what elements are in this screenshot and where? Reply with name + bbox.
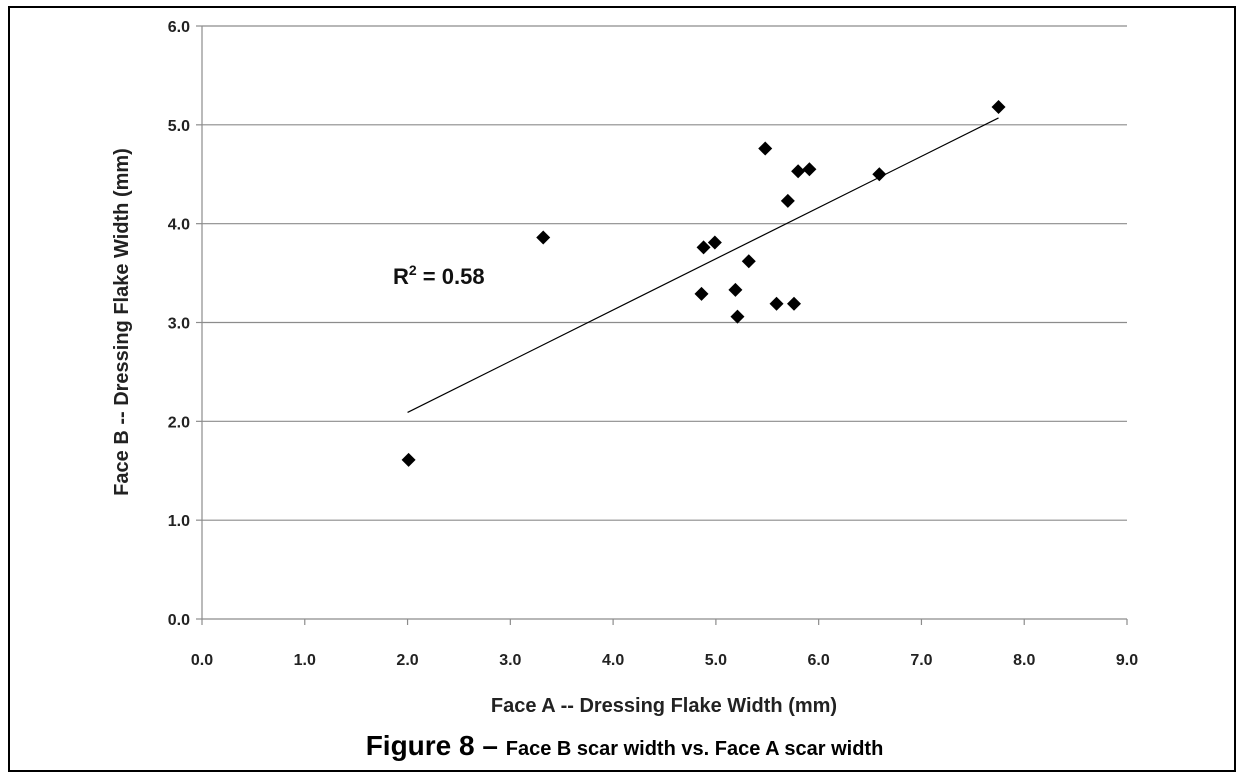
data-point-4 (707, 235, 722, 250)
caption-figure-number: Figure 8 (365, 730, 475, 761)
x-tick-label-8: 8.0 (1013, 652, 1035, 669)
r-squared-value: = 0.58 (417, 264, 485, 289)
data-point-14 (872, 167, 887, 182)
gridlines (202, 25, 1127, 521)
data-point-12 (791, 164, 806, 179)
data-point-6 (730, 309, 745, 324)
axes (196, 25, 1128, 625)
x-tick-label-5: 5.0 (705, 652, 727, 669)
trendline (407, 117, 999, 413)
y-tick-label-0: 0.0 (168, 612, 190, 629)
r-squared-superscript: 2 (409, 262, 417, 278)
y-axis-title: Face B -- Dressing Flake Width (mm) (111, 148, 133, 496)
trendline-layer (407, 117, 999, 413)
data-point-2 (694, 286, 709, 301)
data-point-13 (802, 162, 817, 177)
x-tick-label-9: 9.0 (1116, 652, 1138, 669)
data-point-0 (401, 452, 416, 467)
y-tick-label-4: 4.0 (168, 217, 190, 234)
caption-dash: – (474, 730, 506, 761)
data-point-1 (536, 230, 551, 245)
x-tick-label-2: 2.0 (396, 652, 418, 669)
data-point-15 (991, 100, 1006, 115)
data-point-5 (728, 282, 743, 297)
x-tick-label-1: 1.0 (294, 652, 316, 669)
y-tick-label-2: 2.0 (168, 414, 190, 431)
data-point-10 (780, 193, 795, 208)
data-point-11 (787, 296, 801, 311)
r-squared-label: R2 = 0.58 (393, 262, 485, 289)
x-tick-label-6: 6.0 (808, 652, 830, 669)
tick-labels: 0.0 1.0 2.0 3.0 4.0 5.0 6.0 0.0 1.0 2.0 3.0 4.0 5.0 6… (168, 19, 1138, 669)
y-tick-label-5: 5.0 (168, 118, 190, 135)
data-points (401, 100, 1006, 467)
y-tick-label-3: 3.0 (168, 316, 190, 333)
x-tick-label-3: 3.0 (499, 652, 521, 669)
data-point-9 (769, 296, 784, 311)
x-tick-label-0: 0.0 (191, 652, 213, 669)
data-point-7 (741, 254, 756, 269)
y-tick-label-6: 6.0 (168, 19, 190, 36)
figure-caption: Figure 8 – Face B scar width vs. Face A … (0, 730, 1249, 762)
x-tick-label-7: 7.0 (910, 652, 932, 669)
caption-description: Face B scar width vs. Face A scar width (505, 738, 884, 760)
figure-frame (8, 6, 1236, 772)
data-point-8 (758, 141, 773, 156)
x-tick-label-4: 4.0 (602, 652, 624, 669)
r-squared-prefix: R (393, 264, 409, 289)
y-tick-label-1: 1.0 (168, 513, 190, 530)
data-point-3 (696, 240, 711, 255)
x-axis-title: Face A -- Dressing Flake Width (mm) (491, 695, 837, 717)
